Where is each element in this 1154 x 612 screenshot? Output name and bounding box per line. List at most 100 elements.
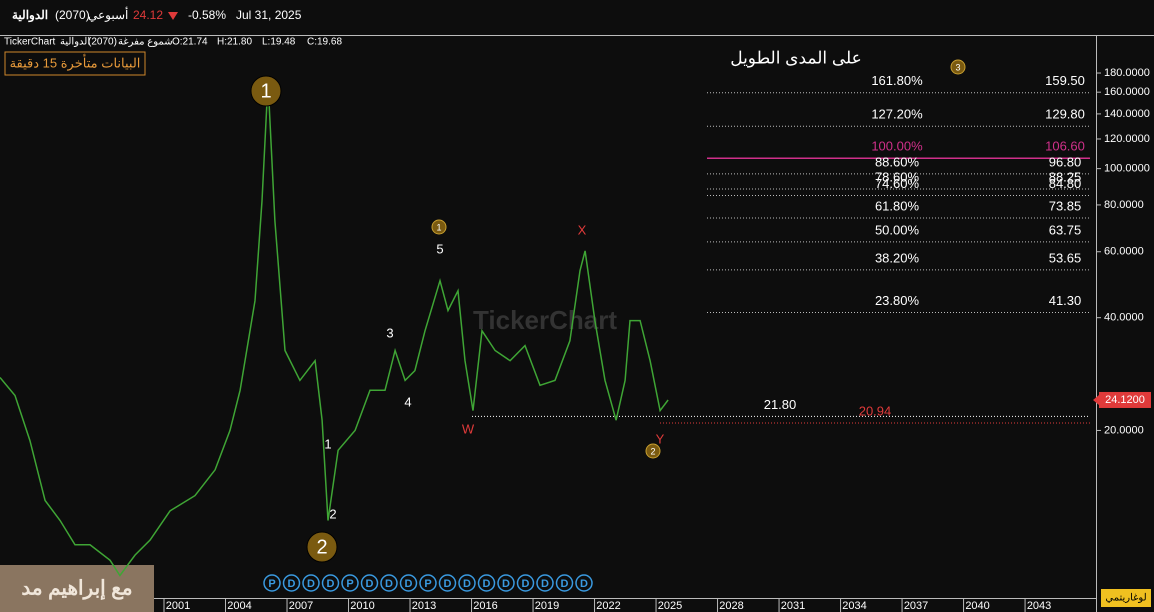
x-tick-label: 2025 [658,600,682,612]
wave-label: 5 [436,241,443,256]
dividend-marker [438,574,457,592]
fib-price: 53.65 [1049,250,1082,265]
source: TickerChart [4,37,56,48]
x-tick-label: 2013 [412,600,436,612]
dividend-label: D [327,578,335,590]
dividend-marker [477,574,496,592]
fib-ratio: 78.60% [875,169,920,184]
dividend-marker [555,574,574,592]
dividend-label: D [385,578,393,590]
x-tick-label: 2022 [596,600,620,612]
y-tick-label: 80.0000 [1104,199,1144,211]
dividend-label: D [561,578,569,590]
scale-mode[interactable]: لوغاريتمي [1105,593,1146,604]
x-tick-label: 2004 [227,600,251,612]
dividend-label: D [541,578,549,590]
dividend-label: D [483,578,491,590]
wave-label: Y [656,431,665,446]
dividend-marker [263,574,281,592]
notice-box [4,51,146,76]
y-tick-label: 180.0000 [1104,67,1150,79]
fib-price: 73.85 [1049,198,1082,213]
x-tick-label: 2040 [965,600,989,612]
stock-code: (2070) [55,8,90,22]
ohlc-value: H:21.80 [217,37,252,48]
wave-badge [950,59,966,75]
wave-label: 2 [329,506,336,521]
price: 24.12 [133,8,163,22]
fib-ratio: 88.60% [875,154,920,169]
dividend-marker [282,574,301,592]
dividend-marker [497,574,515,592]
wave-label: 3 [955,62,960,72]
dividend-marker [536,574,554,592]
fib-ratio: 161.80% [871,73,923,88]
watermark: TickerChart [473,305,617,335]
fib-price: 63.75 [1049,222,1082,237]
info-code: (2070) [88,37,117,48]
wave-badge [431,219,447,235]
dividend-label: D [366,578,374,590]
wave-label: 1 [324,436,331,451]
x-tick-label: 2019 [535,600,559,612]
last-price-pointer [1093,394,1099,405]
level-label: 21.80 [764,397,797,412]
wave-badge [250,75,282,107]
dividend-marker [419,574,437,592]
dividend-label: P [424,578,431,590]
fib-price: 84.80 [1049,176,1082,191]
wave-label: 1 [436,222,441,232]
wave-badge [306,531,338,563]
fib-price: 159.50 [1045,73,1085,88]
fib-price: 41.30 [1049,293,1082,308]
chart-style: شموع مفرغة [118,37,173,48]
fib-ratio: 74.60% [875,176,920,191]
wave-label: 3 [386,325,393,340]
x-tick-label: 2001 [166,600,190,612]
dividend-label: P [268,578,275,590]
wave-label: 2 [316,536,327,558]
x-tick-label: 2016 [473,600,497,612]
dividend-marker [458,574,476,592]
dividend-marker [302,574,320,592]
y-tick-label: 160.0000 [1104,86,1150,98]
fib-ratio: 100.00% [871,139,923,154]
x-tick-label: 2034 [842,600,866,612]
period: أسبوعي [88,7,128,22]
wave-label: W [462,421,475,436]
x-tick-label: 2031 [781,600,805,612]
wave-label: X [578,222,587,237]
x-tick-label: 2010 [350,600,374,612]
wave-label: 2 [650,446,655,456]
dividend-label: D [522,578,530,590]
dividend-marker [321,574,340,592]
dividend-label: D [502,578,510,590]
dividend-label: D [288,578,296,590]
dividend-label: P [346,578,353,590]
level-label: 20.94 [859,403,892,418]
price-line [0,81,669,577]
dividend-label: D [580,578,588,590]
fib-ratio: 38.20% [875,250,920,265]
wave-label: 1 [260,80,271,102]
dividend-marker [516,574,535,592]
y-tick-label: 20.0000 [1104,424,1144,436]
x-tick-label: 2007 [289,600,313,612]
ohlc-value: O:21.74 [172,37,208,48]
author-box [0,565,154,612]
last-price-label: 24.1200 [1105,394,1145,406]
x-tick-label: 2037 [904,600,928,612]
x-tick-label: 2043 [1027,600,1051,612]
dividend-marker [399,574,418,592]
x-tick-label: 2028 [719,600,743,612]
date: Jul 31, 2025 [236,8,302,22]
notice: البيانات متأخرة 15 دقيقة [10,53,141,71]
scale-mode-box[interactable] [1101,589,1151,607]
author: مع إبراهيم مد [21,577,132,600]
y-tick-label: 140.0000 [1104,108,1150,120]
fib-price: 88.25 [1049,169,1082,184]
fib-price: 129.80 [1045,107,1085,122]
y-tick-label: 120.0000 [1104,133,1150,145]
